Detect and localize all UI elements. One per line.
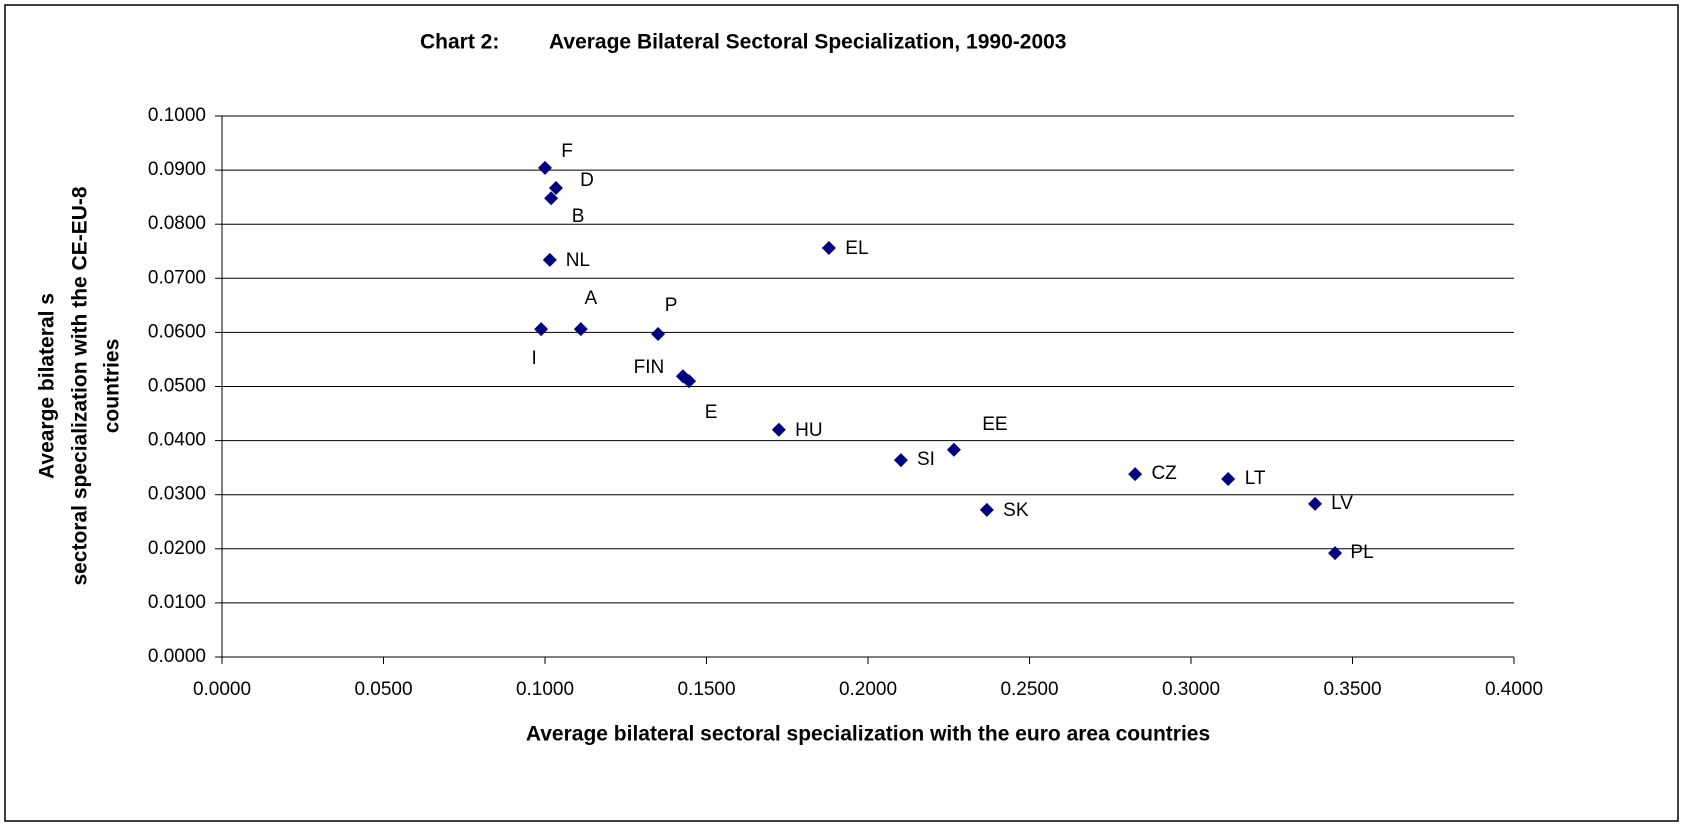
data-point [821,241,836,256]
y-tick-label: 0.0900 [148,159,206,180]
chart-frame [4,4,1679,822]
data-point [946,442,961,457]
data-point [573,322,588,337]
point-label: FIN [634,357,665,378]
data-point [893,453,908,468]
point-label: SI [917,449,935,470]
y-axis-title: countries [101,339,124,434]
point-label: EL [845,238,868,259]
x-tick-label: 0.1000 [516,679,574,700]
data-point [771,422,786,437]
data-point [538,160,552,175]
data-point [1328,546,1343,561]
y-tick-label: 0.0500 [148,376,206,397]
x-axis-title: Average bilateral sectoral specializatio… [526,723,1210,746]
data-point [1221,472,1236,487]
x-tick-label: 0.1500 [677,679,735,700]
y-tick-label: 0.0100 [148,592,206,613]
point-label: PL [1350,542,1373,563]
data-point [979,502,994,517]
y-tick-label: 0.0400 [148,430,206,451]
chart-title: Average Bilateral Sectoral Specializatio… [549,31,1066,54]
y-axis-title: sectoral specialization with the CE-EU-8 [69,186,92,585]
data-point [682,374,697,389]
point-label: I [531,348,536,369]
data-point [534,322,549,337]
x-tick-label: 0.0000 [193,679,251,700]
point-label: CZ [1151,463,1177,484]
point-label: A [585,288,598,309]
point-label: HU [795,420,822,441]
data-point [1308,496,1323,511]
x-tick-label: 0.3500 [1323,679,1381,700]
x-tick-label: 0.4000 [1485,679,1543,700]
y-tick-label: 0.0700 [148,267,206,288]
y-tick-label: 0.0200 [148,538,206,559]
point-label: EE [982,414,1007,435]
y-tick-label: 0.0000 [148,646,206,667]
data-point [1128,467,1143,482]
data-point [544,191,559,206]
data-point [548,180,563,195]
x-tick-label: 0.0500 [354,679,412,700]
point-label: SK [1003,500,1029,521]
y-tick-label: 0.0600 [148,321,206,342]
point-label: D [580,170,594,191]
y-tick-label: 0.0800 [148,213,206,234]
x-tick-label: 0.2000 [839,679,897,700]
x-tick-label: 0.3000 [1162,679,1220,700]
x-tick-label: 0.2500 [1000,679,1058,700]
data-point [542,252,557,267]
y-tick-label: 0.0300 [148,484,206,505]
point-label: E [705,402,718,423]
point-label: NL [566,250,590,271]
point-label: F [561,141,573,162]
point-label: B [572,206,585,227]
chart-title-prefix: Chart 2: [420,31,499,54]
point-label: LV [1331,493,1353,514]
point-label: LT [1245,468,1266,489]
y-tick-label: 0.1000 [148,105,206,126]
data-point [651,327,666,342]
point-label: P [665,295,678,316]
y-axis-title: Avearge bilateral s [36,293,59,479]
